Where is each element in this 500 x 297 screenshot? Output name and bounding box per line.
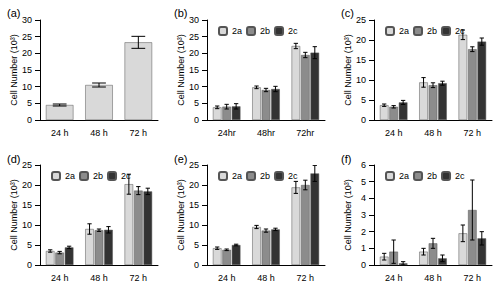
- svg-text:72 h: 72 h: [130, 128, 148, 138]
- svg-text:20: 20: [356, 35, 366, 45]
- svg-text:1: 1: [361, 243, 366, 253]
- svg-text:5: 5: [194, 98, 199, 108]
- svg-text:15: 15: [189, 65, 199, 75]
- svg-text:2a: 2a: [399, 171, 409, 181]
- svg-text:0: 0: [27, 115, 32, 125]
- svg-text:2c: 2c: [288, 171, 298, 181]
- svg-text:Cell Number (10³): Cell Number (10³): [176, 179, 186, 251]
- svg-text:15: 15: [356, 55, 366, 65]
- svg-text:25: 25: [356, 15, 366, 25]
- svg-text:10: 10: [189, 82, 199, 92]
- svg-text:Cell Number (10³): Cell Number (10³): [343, 179, 353, 251]
- svg-text:24 h: 24 h: [385, 128, 403, 138]
- svg-text:0: 0: [361, 260, 366, 270]
- svg-text:72 h: 72 h: [464, 273, 482, 283]
- svg-text:72 h: 72 h: [464, 128, 482, 138]
- svg-text:24 h: 24 h: [385, 273, 403, 283]
- svg-text:2c: 2c: [455, 26, 465, 36]
- svg-text:48hr: 48hr: [257, 128, 275, 138]
- svg-text:48 h: 48 h: [90, 273, 108, 283]
- svg-text:24 h: 24 h: [51, 273, 69, 283]
- svg-text:2a: 2a: [232, 26, 242, 36]
- svg-text:10: 10: [22, 82, 32, 92]
- svg-text:5: 5: [361, 177, 366, 187]
- svg-text:(b): (b): [174, 7, 187, 19]
- svg-text:0: 0: [194, 115, 199, 125]
- svg-text:20: 20: [189, 48, 199, 58]
- svg-text:25: 25: [189, 160, 199, 170]
- svg-text:72 h: 72 h: [297, 273, 315, 283]
- svg-text:(a): (a): [7, 7, 20, 19]
- svg-text:2b: 2b: [427, 26, 437, 36]
- svg-text:2c: 2c: [455, 171, 465, 181]
- svg-text:6: 6: [361, 160, 366, 170]
- svg-text:2c: 2c: [121, 171, 131, 181]
- svg-text:2: 2: [361, 227, 366, 237]
- svg-text:24 h: 24 h: [218, 273, 236, 283]
- svg-text:5: 5: [27, 240, 32, 250]
- svg-text:25: 25: [189, 32, 199, 42]
- svg-text:5: 5: [194, 240, 199, 250]
- svg-text:30: 30: [22, 15, 32, 25]
- svg-text:20: 20: [189, 180, 199, 190]
- svg-text:5: 5: [27, 98, 32, 108]
- svg-text:48 h: 48 h: [90, 128, 108, 138]
- svg-text:15: 15: [22, 200, 32, 210]
- svg-text:0: 0: [361, 115, 366, 125]
- svg-text:Cell Number (10³): Cell Number (10³): [343, 34, 353, 106]
- svg-text:2c: 2c: [288, 26, 298, 36]
- svg-text:48 h: 48 h: [424, 273, 442, 283]
- svg-text:2b: 2b: [260, 171, 270, 181]
- svg-text:2b: 2b: [93, 171, 103, 181]
- svg-text:2a: 2a: [65, 171, 75, 181]
- svg-text:2a: 2a: [232, 171, 242, 181]
- svg-text:20: 20: [22, 180, 32, 190]
- svg-text:4: 4: [361, 193, 366, 203]
- svg-text:15: 15: [22, 65, 32, 75]
- svg-text:48 h: 48 h: [257, 273, 275, 283]
- svg-text:(d): (d): [7, 153, 20, 165]
- svg-text:24hr: 24hr: [218, 128, 236, 138]
- svg-text:10: 10: [189, 220, 199, 230]
- svg-text:5: 5: [361, 95, 366, 105]
- svg-text:Cell Number (10³): Cell Number (10³): [9, 179, 19, 251]
- svg-text:2a: 2a: [399, 26, 409, 36]
- svg-text:25: 25: [22, 32, 32, 42]
- svg-text:0: 0: [27, 260, 32, 270]
- svg-text:Cell Number (10³): Cell Number (10³): [9, 34, 19, 106]
- svg-text:10: 10: [22, 220, 32, 230]
- svg-text:2b: 2b: [260, 26, 270, 36]
- svg-text:0: 0: [194, 260, 199, 270]
- svg-text:2b: 2b: [427, 171, 437, 181]
- svg-text:15: 15: [189, 200, 199, 210]
- svg-text:24 h: 24 h: [51, 128, 69, 138]
- svg-text:3: 3: [361, 210, 366, 220]
- svg-text:(e): (e): [174, 153, 187, 165]
- svg-text:72hr: 72hr: [296, 128, 314, 138]
- svg-text:(c): (c): [341, 7, 354, 19]
- svg-text:25: 25: [22, 160, 32, 170]
- svg-text:(f): (f): [341, 153, 351, 165]
- svg-text:10: 10: [356, 75, 366, 85]
- svg-text:Cell Number (10³): Cell Number (10³): [176, 34, 186, 106]
- svg-text:72 h: 72 h: [130, 273, 148, 283]
- svg-text:30: 30: [189, 15, 199, 25]
- svg-text:48 h: 48 h: [424, 128, 442, 138]
- svg-text:20: 20: [22, 48, 32, 58]
